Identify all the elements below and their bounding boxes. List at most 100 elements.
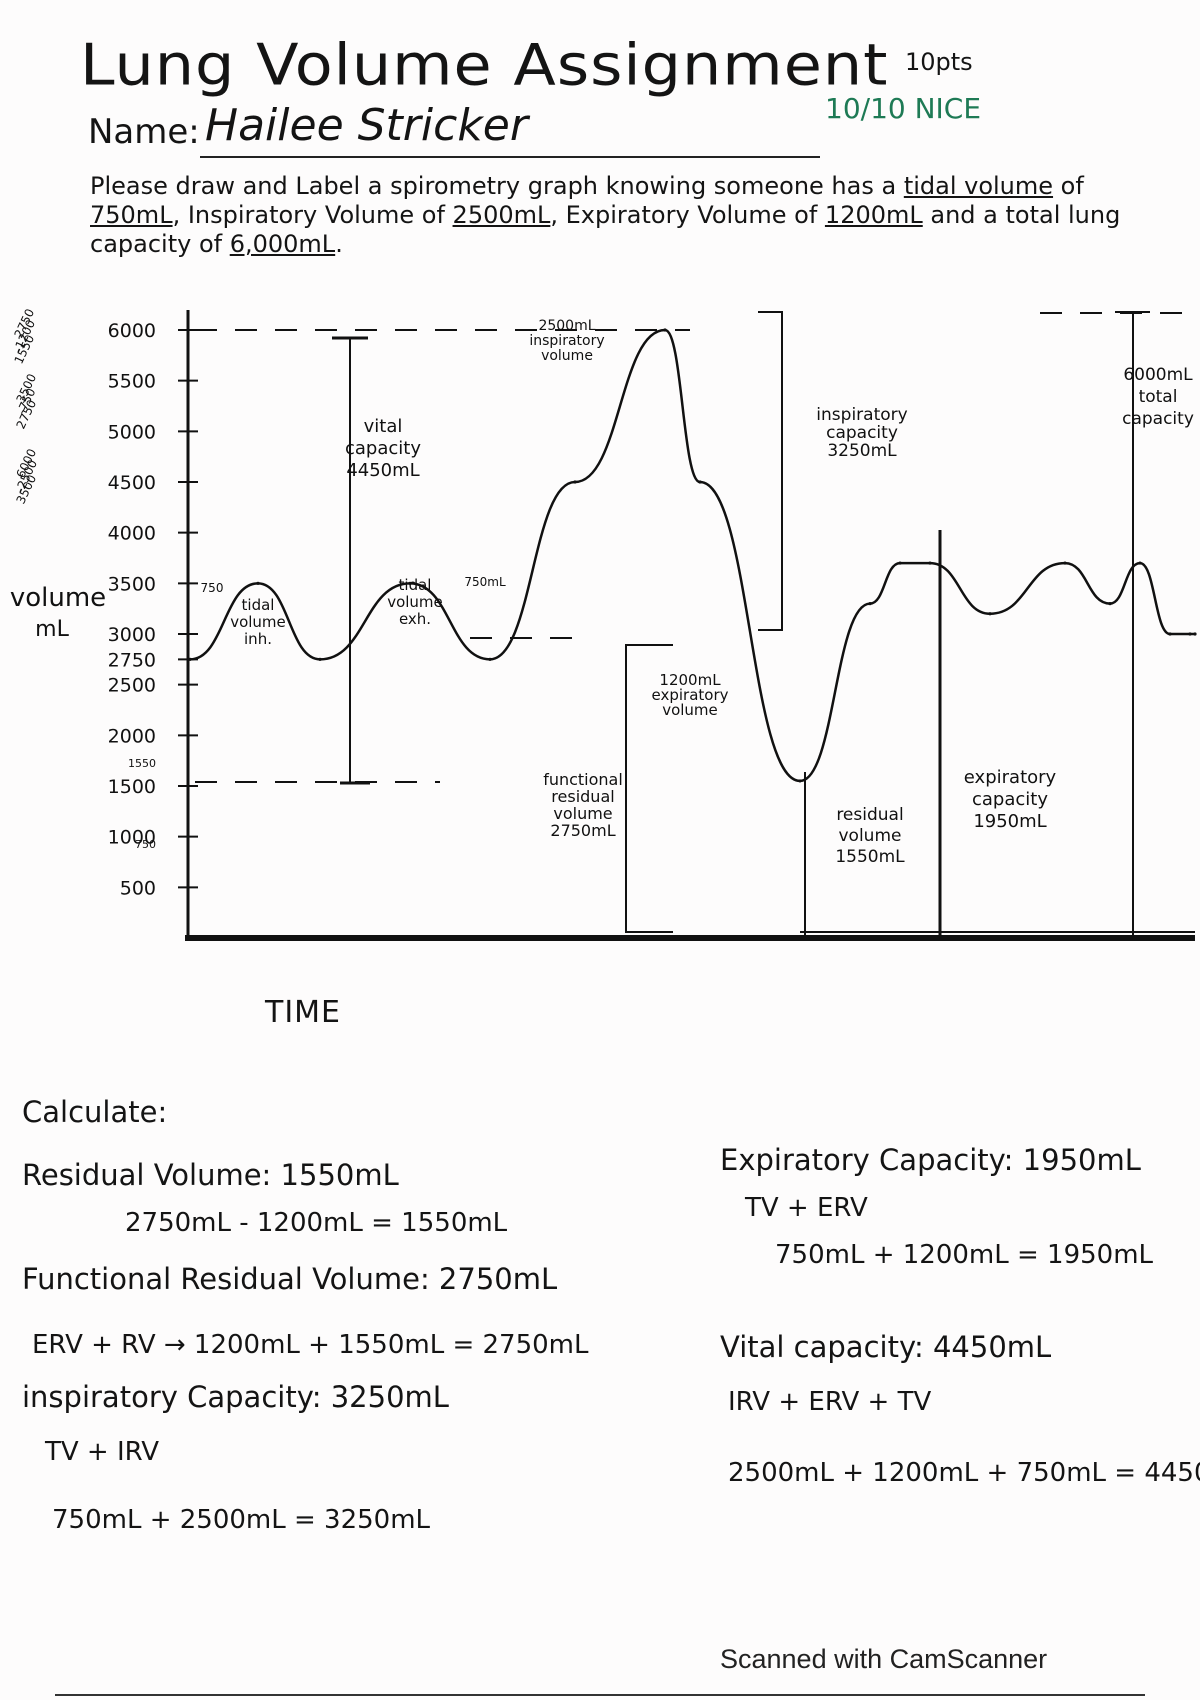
vc-calc-label: Vital capacity: 4450mL xyxy=(720,1330,1052,1364)
rv-label: 1550mL xyxy=(835,847,905,867)
y-tick-label: 4000 xyxy=(108,523,156,545)
tv-exh-label: exh. xyxy=(399,610,431,628)
tv-750-label: 750 xyxy=(201,581,224,595)
rv-calc-work: 2750mL - 1200mL = 1550mL xyxy=(125,1208,508,1238)
ec-label: capacity xyxy=(972,789,1048,810)
vc-label: vital xyxy=(364,416,403,437)
ic-bracket xyxy=(758,311,783,631)
trace-point xyxy=(798,779,802,783)
ic-calc-formula: TV + IRV xyxy=(45,1437,160,1467)
trace-point xyxy=(1168,632,1172,636)
tlc-label: capacity xyxy=(1122,409,1194,429)
vc-calc-work: 2500mL + 1200mL + 750mL = 4450mL xyxy=(728,1458,1200,1488)
irv-label: inspiratory xyxy=(529,333,604,349)
tv-750ml-label: 750mL xyxy=(464,575,506,589)
tv-inh-label: volume xyxy=(230,613,286,631)
frc-label: 2750mL xyxy=(550,821,615,840)
trace-point xyxy=(188,657,192,661)
grade-mark: 10/10 NICE xyxy=(825,92,982,125)
points-label: 10pts xyxy=(905,48,973,76)
rv-calc-label: Residual Volume: 1550mL xyxy=(22,1158,399,1192)
trace-point xyxy=(318,657,322,661)
instr-tv-value: 750mL xyxy=(90,201,173,229)
y-tick-label: 3000 xyxy=(108,624,156,646)
tv-exh-label: tidal xyxy=(399,576,432,594)
ic-calc-work: 750mL + 2500mL = 3250mL xyxy=(52,1505,431,1535)
y-tick-label: 5000 xyxy=(108,421,156,443)
footer-line xyxy=(55,1694,1145,1696)
trace-point xyxy=(256,581,260,585)
frc-label: volume xyxy=(553,804,612,823)
frc-label: residual xyxy=(551,787,614,806)
instr-end: . xyxy=(335,230,343,258)
ec-calc-work: 750mL + 1200mL = 1950mL xyxy=(775,1240,1154,1270)
frc-calc-label: Functional Residual Volume: 2750mL xyxy=(22,1262,558,1296)
student-name: Hailee Stricker xyxy=(205,100,528,151)
y-tick-label: 5500 xyxy=(108,371,156,393)
rv-label: residual xyxy=(836,805,903,825)
trace-point xyxy=(988,612,992,616)
frc-bracket xyxy=(625,644,673,933)
y-tick-label: 1000 xyxy=(108,827,156,849)
ic-label: 3250mL xyxy=(827,441,897,461)
scanner-watermark: Scanned with CamScanner xyxy=(720,1644,1048,1674)
ec-calc-label: Expiratory Capacity: 1950mL xyxy=(720,1143,1141,1177)
y-tick-label: 2000 xyxy=(108,725,156,747)
frc-calc-work: ERV + RV → 1200mL + 1550mL = 2750mL xyxy=(32,1330,589,1360)
spirometry-chart: 6000 5500 5000 4500 4000 3500 3000 2750 2500 2000… xyxy=(10,307,1197,941)
y-axis-label: volume xyxy=(10,583,106,613)
trace-point xyxy=(408,581,412,585)
y-tick-label: 3500 xyxy=(108,573,156,595)
y-tick-label: 2750 xyxy=(108,649,156,671)
y-tick-label: 500 xyxy=(120,877,156,899)
trace-point xyxy=(1188,632,1192,636)
instr-prefix: Please draw and Label a spirometry graph… xyxy=(90,172,904,200)
trace-point xyxy=(928,561,932,565)
instr-of: of xyxy=(1053,172,1084,200)
trace-point xyxy=(488,657,492,661)
x-axis-label: TIME xyxy=(265,995,342,1030)
ic-label: capacity xyxy=(826,423,898,443)
ec-calc-formula: TV + ERV xyxy=(745,1193,868,1223)
trace-point xyxy=(1063,561,1067,565)
name-underline xyxy=(200,156,820,158)
tv-inh-label: inh. xyxy=(244,630,272,648)
instr-tv-label: tidal volume xyxy=(903,172,1054,200)
trace-point xyxy=(1108,602,1112,606)
y-tick-note: 750 xyxy=(135,838,156,851)
instr-tlc-value: 6,000mL xyxy=(229,230,336,258)
y-axis-unit: mL xyxy=(35,617,69,642)
assignment-title: Lung Volume Assignment xyxy=(80,30,889,99)
calc-heading: Calculate: xyxy=(22,1095,168,1129)
tv-inh-label: tidal xyxy=(242,596,275,614)
ec-label: expiratory xyxy=(964,767,1057,788)
trace-point xyxy=(663,328,667,332)
tv-exh-label: volume xyxy=(387,593,443,611)
ic-label: inspiratory xyxy=(816,405,907,425)
erv-label: 1200mL xyxy=(659,671,721,689)
trace-point xyxy=(573,480,577,484)
erv-label: expiratory xyxy=(652,686,729,704)
tlc-label: 6000mL xyxy=(1123,365,1193,385)
ec-label: 1950mL xyxy=(973,811,1046,832)
name-label: Name: xyxy=(88,112,200,152)
vc-label: 4450mL xyxy=(346,460,419,481)
rv-label: volume xyxy=(839,826,902,846)
instr-erv-value: 1200mL xyxy=(824,201,923,229)
trace-point xyxy=(898,561,902,565)
y-tick-label: 4500 xyxy=(108,472,156,494)
instr-mid3: and a total lung capacity of xyxy=(90,201,1121,258)
instr-mid2: , Expiratory Volume of xyxy=(550,201,825,229)
instr-mid1: , Inspiratory Volume of xyxy=(172,201,453,229)
irv-label: volume xyxy=(541,348,593,364)
y-tick-label: 1500 xyxy=(108,776,156,798)
vc-label: capacity xyxy=(345,438,421,459)
ic-calc-label: inspiratory Capacity: 3250mL xyxy=(22,1380,449,1414)
trace-point xyxy=(698,480,702,484)
tlc-label: total xyxy=(1139,387,1178,407)
irv-label: 2500mL xyxy=(538,318,595,334)
instructions: Please draw and Label a spirometry graph… xyxy=(90,172,1160,259)
trace-point xyxy=(868,602,872,606)
instr-irv-value: 2500mL xyxy=(452,201,551,229)
